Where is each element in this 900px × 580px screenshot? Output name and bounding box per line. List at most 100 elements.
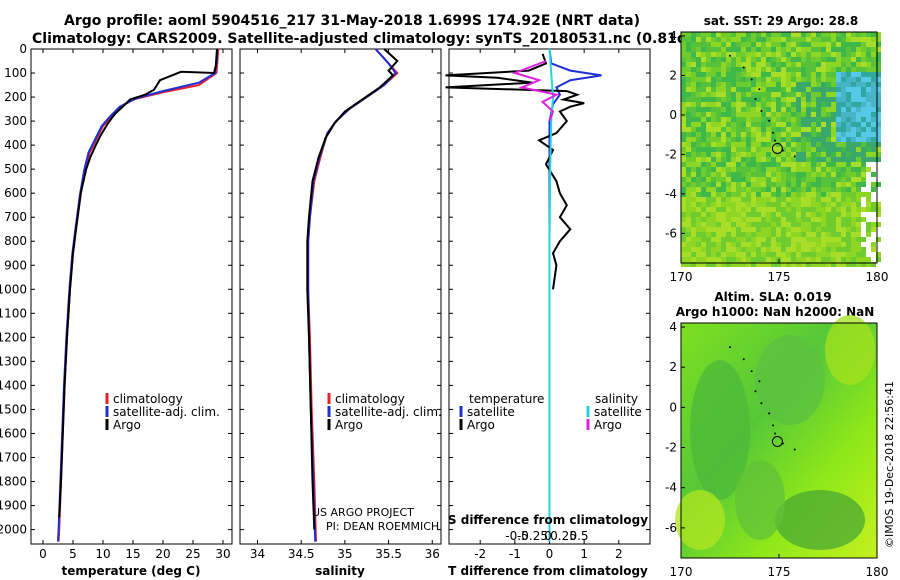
sst-cell xyxy=(766,187,771,192)
sst-cell xyxy=(691,142,696,147)
sst-cell xyxy=(811,247,816,252)
sst-cell xyxy=(816,182,821,187)
sst-cell xyxy=(776,62,781,67)
salinity-lines xyxy=(306,48,399,542)
sst-cell xyxy=(861,52,866,57)
sst-cell xyxy=(801,52,806,57)
sst-cell xyxy=(736,87,741,92)
sst-cell xyxy=(846,127,851,132)
sst-cell xyxy=(876,62,881,67)
sst-cell xyxy=(791,132,796,137)
sst-cell xyxy=(776,52,781,57)
sst-cell xyxy=(826,42,831,47)
sst-cell xyxy=(786,202,791,207)
sst-cell xyxy=(766,212,771,217)
sst-cell xyxy=(696,97,701,102)
sst-cell xyxy=(811,197,816,202)
sst-cell xyxy=(716,177,721,182)
sst-cell xyxy=(746,152,751,157)
sst-cell xyxy=(741,232,746,237)
sst-cell xyxy=(796,212,801,217)
sst-cell xyxy=(771,62,776,67)
sst-cell xyxy=(746,212,751,217)
sst-cell xyxy=(751,42,756,47)
sst-cell xyxy=(706,92,711,97)
sst-cell xyxy=(696,102,701,107)
sst-cell xyxy=(836,252,841,257)
sst-cell xyxy=(681,232,686,237)
sst-cell xyxy=(766,172,771,177)
sst-cell xyxy=(786,182,791,187)
sst-cell xyxy=(841,212,846,217)
sst-cell xyxy=(856,97,861,102)
sst-cell xyxy=(746,222,751,227)
sst-cell xyxy=(781,112,786,117)
sst-cell xyxy=(811,142,816,147)
sst-cell xyxy=(716,167,721,172)
sst-cell xyxy=(721,97,726,102)
sst-cell xyxy=(731,192,736,197)
sst-cell xyxy=(721,82,726,87)
sst-cell xyxy=(756,127,761,132)
x-tick-label: 35.5 xyxy=(375,547,402,561)
sst-cell xyxy=(801,167,806,172)
sst-cell xyxy=(771,47,776,52)
sst-cell xyxy=(811,112,816,117)
sst-cell xyxy=(831,87,836,92)
sst-cell xyxy=(696,77,701,82)
sst-cell xyxy=(861,37,866,42)
sst-cell xyxy=(851,177,856,182)
sst-cell xyxy=(746,97,751,102)
sst-cell xyxy=(681,82,686,87)
sst-cell xyxy=(846,82,851,87)
legend-title-salinity: salinity xyxy=(595,392,638,406)
sst-cell xyxy=(731,137,736,142)
sst-cell xyxy=(696,217,701,222)
sst-cell xyxy=(841,127,846,132)
sst-cell xyxy=(851,262,856,267)
sst-cell xyxy=(871,157,876,162)
sst-cell xyxy=(816,112,821,117)
sst-cell xyxy=(721,227,726,232)
sst-cell xyxy=(706,57,711,62)
depth-tick-label: 1100 xyxy=(0,306,27,320)
sst-cell xyxy=(871,72,876,77)
sst-cell xyxy=(691,262,696,267)
sst-cell xyxy=(756,152,761,157)
sst-cell xyxy=(861,147,866,152)
sst-cell xyxy=(826,117,831,122)
sst-cell xyxy=(826,57,831,62)
sst-cell xyxy=(816,167,821,172)
sst-cell xyxy=(871,132,876,137)
sst-cell xyxy=(816,152,821,157)
sst-cell xyxy=(736,32,741,37)
sst-cell xyxy=(746,62,751,67)
sst-cell xyxy=(736,42,741,47)
sst-cell xyxy=(761,147,766,152)
sst-cell xyxy=(786,252,791,257)
sst-cell xyxy=(696,37,701,42)
sst-cell xyxy=(791,92,796,97)
sst-cell xyxy=(746,197,751,202)
sst-cell xyxy=(781,202,786,207)
sst-cell xyxy=(841,162,846,167)
sst-cell xyxy=(741,207,746,212)
track-point xyxy=(774,139,777,142)
sst-cell xyxy=(721,147,726,152)
sst-cell xyxy=(726,182,731,187)
sst-cell xyxy=(851,182,856,187)
sst-cell xyxy=(741,142,746,147)
sst-cell xyxy=(756,52,761,57)
sst-cell xyxy=(791,47,796,52)
sst-cell xyxy=(876,207,881,212)
sst-cell xyxy=(686,222,691,227)
depth-tick-label: 1900 xyxy=(0,499,27,513)
sst-cell xyxy=(776,172,781,177)
sst-cell xyxy=(831,112,836,117)
sst-cell xyxy=(686,197,691,202)
sst-cell xyxy=(766,207,771,212)
sst-cell xyxy=(836,42,841,47)
sst-cell xyxy=(751,172,756,177)
sst-cell xyxy=(831,252,836,257)
